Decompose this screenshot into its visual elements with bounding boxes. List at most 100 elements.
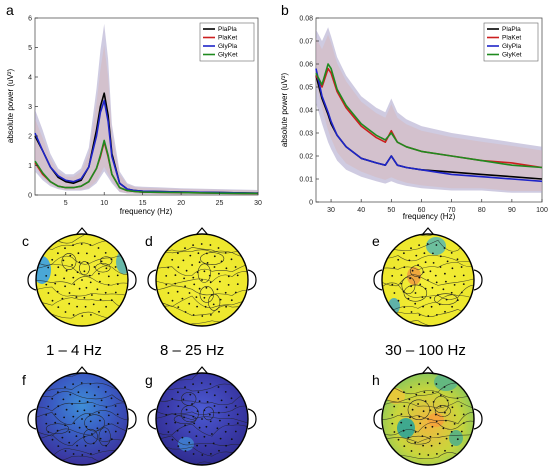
electrode-dot [192, 383, 195, 385]
electrode-dot [225, 444, 228, 447]
topomap-contour-loop [98, 427, 111, 447]
electrode-dot [181, 436, 184, 439]
electrode-dot [110, 397, 113, 400]
electrode-dot [234, 405, 237, 407]
topomap-contour-loop [180, 405, 199, 423]
electrode-dot [192, 244, 195, 247]
electrode-dot [424, 287, 427, 290]
electrode-dot [57, 306, 60, 308]
electrode-dot [165, 414, 168, 416]
electrode-dot [88, 413, 91, 416]
electrode-dot [51, 438, 54, 441]
chart-a-legend-label-plapla: PlaPla [218, 26, 237, 33]
chart-b-xtick-label: 50 [387, 207, 395, 214]
electrode-dot [206, 262, 209, 264]
electrode-dot [61, 436, 64, 439]
electrode-dot [391, 422, 394, 425]
electrode-dot [97, 386, 100, 388]
electrode-dot [234, 291, 237, 294]
electrode-dot [224, 252, 227, 254]
topomap-contour-loop [45, 423, 70, 434]
topomap-contour-line [36, 410, 128, 425]
electrode-dot [419, 283, 422, 286]
electrode-dot [171, 397, 174, 400]
electrode-dot [72, 276, 75, 279]
electrode-dot [439, 405, 442, 407]
band-label-delta: 1 – 4 Hz [46, 342, 102, 359]
electrode-dot [83, 435, 86, 438]
electrode-dot [426, 382, 429, 384]
chart-b-ytick-label: 0.08 [299, 16, 313, 23]
topomap-contour-line [156, 285, 248, 296]
electrode-dot [183, 416, 186, 419]
electrode-dot [410, 386, 412, 389]
electrode-dot [435, 420, 438, 423]
chart-a-confidence-band [35, 23, 258, 195]
electrode-dot [198, 287, 201, 290]
electrode-dot [192, 276, 195, 279]
topomap-contour-line [156, 405, 248, 416]
electrode-dot [72, 314, 75, 316]
electrode-dot [114, 405, 117, 407]
electrode-dot [421, 435, 424, 437]
electrode-dot [410, 424, 412, 427]
electrode-dot [54, 421, 57, 424]
chart-a-ytick-label: 1 [28, 163, 32, 170]
electrode-dot [230, 438, 233, 441]
electrode-dot [184, 311, 187, 313]
chart-b-legend-label-plaket: PlaKet [502, 35, 521, 42]
electrode-dot [100, 399, 103, 402]
electrode-dot [444, 272, 446, 275]
electrode-dot [56, 429, 59, 432]
electrode-dot [201, 315, 204, 317]
electrode-dot [402, 429, 405, 432]
electrode-dot [188, 302, 191, 305]
chart-a-ytick-label: 2 [28, 134, 32, 141]
electrode-dot [211, 294, 213, 296]
electrode-dot [236, 422, 239, 424]
topomap-contour-line [36, 382, 128, 392]
electrode-dot [204, 444, 207, 447]
electrode-dot [411, 408, 414, 411]
electrode-dot [236, 283, 239, 285]
electrode-dot [68, 292, 71, 294]
electrode-dot [391, 283, 394, 286]
electrode-dot [236, 274, 239, 277]
chart-b-ytick-label: 0 [309, 200, 313, 207]
topomap-contour-loop [403, 284, 428, 302]
electrode-dot [83, 296, 86, 299]
electrode-dot [116, 274, 119, 277]
electrode-dot [188, 431, 191, 433]
electrode-dot [192, 453, 195, 455]
topomap-d [147, 227, 257, 327]
chart-b-ytick-label: 0.01 [299, 177, 313, 184]
electrode-dot [80, 243, 83, 245]
electrode-dot [116, 283, 119, 285]
topomap-contour-loop [434, 405, 451, 417]
electrode-dot [213, 255, 216, 258]
electrode-dot [116, 422, 119, 424]
electrode-dot [227, 414, 230, 417]
topomap-d-ear-left [147, 269, 157, 291]
electrode-dot [191, 403, 194, 405]
electrode-dot [107, 414, 110, 417]
electrode-dot [104, 252, 107, 254]
electrode-dot [197, 252, 200, 255]
electrode-dot [84, 444, 87, 447]
topomap-contour-loop [61, 253, 77, 270]
electrode-dot [45, 422, 48, 425]
electrode-dot [81, 315, 84, 317]
panel-label-a: a [6, 2, 14, 18]
topomap-e-ear-left [373, 269, 383, 291]
panel-label-h: h [372, 372, 380, 388]
electrode-dot [183, 277, 186, 280]
topomap-contour-loop [84, 414, 105, 432]
electrode-dot [86, 252, 88, 255]
topomap-electrodes [165, 382, 239, 456]
electrode-dot [85, 425, 88, 428]
electrode-dot [167, 266, 170, 269]
electrode-dot [100, 260, 103, 263]
electrode-dot [422, 271, 425, 274]
electrode-dot [105, 267, 108, 270]
